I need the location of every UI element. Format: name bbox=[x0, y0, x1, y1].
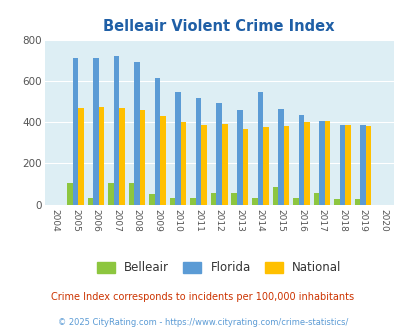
Bar bbox=[139, 110, 145, 205]
Bar bbox=[303, 122, 309, 205]
Bar bbox=[222, 124, 227, 205]
Bar bbox=[134, 62, 139, 205]
Bar bbox=[344, 125, 350, 205]
Text: © 2025 CityRating.com - https://www.cityrating.com/crime-statistics/: © 2025 CityRating.com - https://www.city… bbox=[58, 318, 347, 327]
Bar bbox=[359, 125, 365, 205]
Bar bbox=[175, 92, 181, 205]
Bar bbox=[128, 183, 134, 205]
Bar bbox=[252, 198, 257, 205]
Bar bbox=[169, 198, 175, 205]
Bar bbox=[272, 187, 277, 205]
Bar bbox=[292, 198, 298, 205]
Bar bbox=[190, 198, 196, 205]
Bar bbox=[365, 126, 371, 205]
Bar bbox=[108, 183, 113, 205]
Bar bbox=[242, 129, 247, 205]
Bar bbox=[72, 58, 78, 205]
Bar bbox=[87, 198, 93, 205]
Bar bbox=[78, 108, 83, 205]
Bar bbox=[283, 126, 288, 205]
Legend: Belleair, Florida, National: Belleair, Florida, National bbox=[92, 257, 345, 279]
Bar bbox=[196, 98, 201, 205]
Bar bbox=[160, 116, 166, 205]
Bar bbox=[298, 115, 303, 205]
Bar bbox=[149, 194, 154, 205]
Bar bbox=[67, 183, 72, 205]
Bar bbox=[339, 124, 344, 205]
Bar bbox=[119, 108, 125, 205]
Bar bbox=[231, 193, 237, 205]
Bar bbox=[318, 121, 324, 205]
Bar bbox=[277, 109, 283, 205]
Bar bbox=[113, 56, 119, 205]
Bar bbox=[237, 110, 242, 205]
Bar bbox=[262, 127, 268, 205]
Bar bbox=[93, 58, 98, 205]
Bar bbox=[257, 92, 262, 205]
Bar bbox=[154, 79, 160, 205]
Bar bbox=[313, 193, 318, 205]
Bar bbox=[333, 199, 339, 205]
Text: Crime Index corresponds to incidents per 100,000 inhabitants: Crime Index corresponds to incidents per… bbox=[51, 292, 354, 302]
Bar bbox=[201, 124, 207, 205]
Bar bbox=[354, 199, 359, 205]
Bar bbox=[216, 103, 222, 205]
Title: Belleair Violent Crime Index: Belleair Violent Crime Index bbox=[103, 19, 334, 34]
Bar bbox=[324, 121, 329, 205]
Bar bbox=[98, 107, 104, 205]
Bar bbox=[181, 122, 186, 205]
Bar bbox=[211, 193, 216, 205]
